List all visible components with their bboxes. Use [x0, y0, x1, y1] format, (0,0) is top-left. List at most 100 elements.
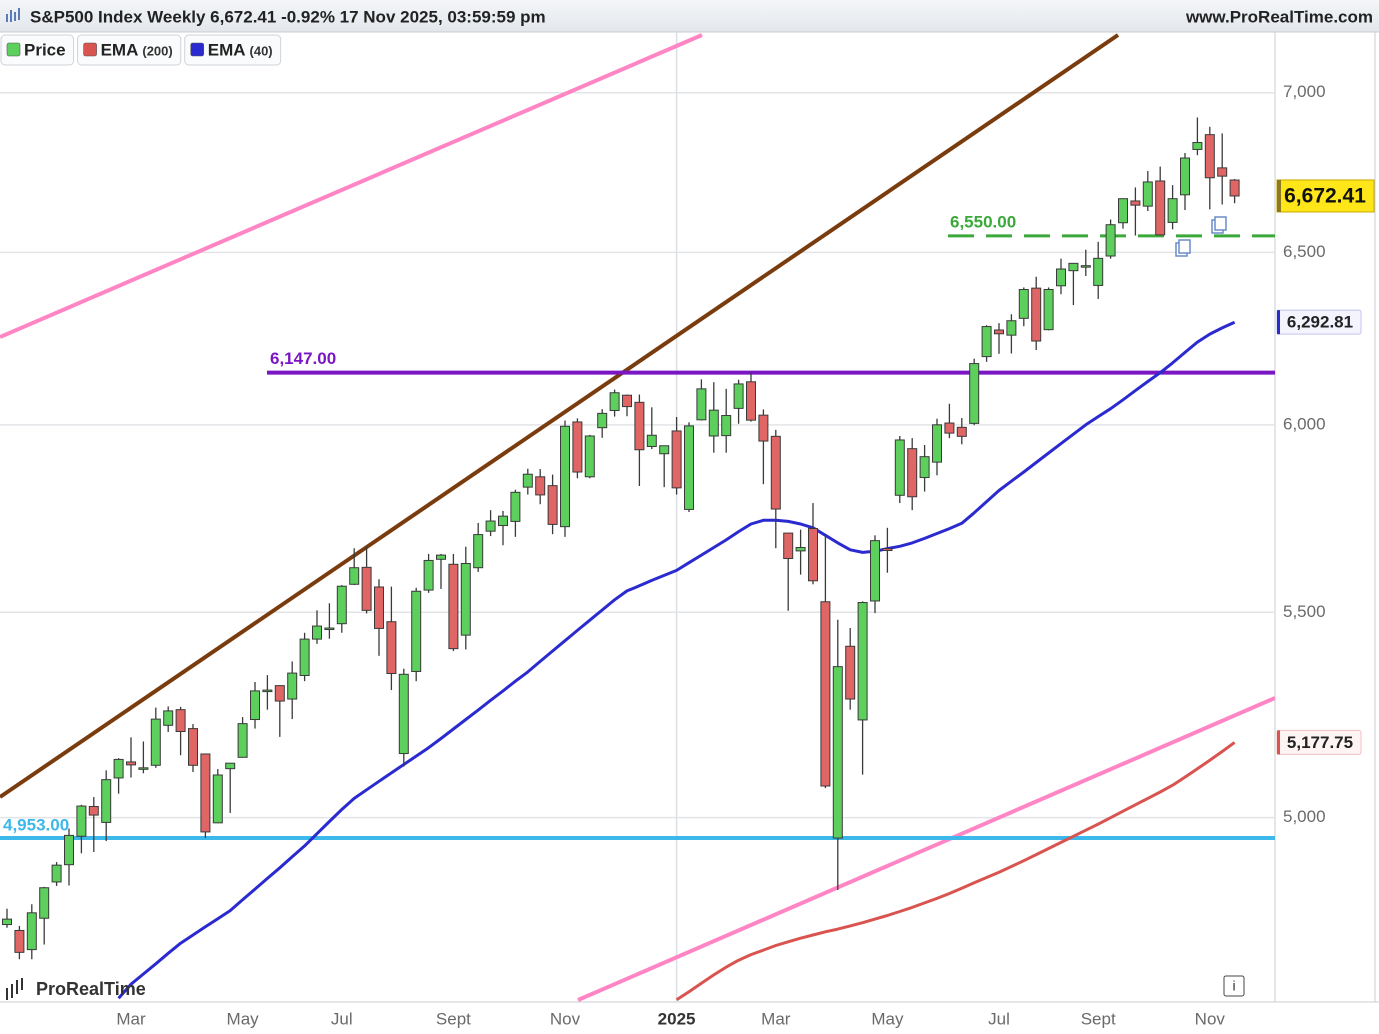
y-tick-label: 6,000	[1283, 414, 1326, 433]
candle-body	[349, 567, 360, 585]
ema-line	[675, 741, 1236, 1001]
x-tick-label: Mar	[761, 1009, 791, 1028]
candle-body	[609, 392, 620, 412]
candle-body	[163, 710, 174, 726]
candle-body	[423, 559, 434, 591]
price-tag: 5,177.75	[1276, 729, 1362, 755]
candle-body	[51, 864, 62, 883]
price-tag: 6,292.81	[1276, 309, 1362, 335]
candle-body	[498, 515, 508, 527]
header-bar	[0, 0, 1379, 32]
chart-title: S&P500 Index Weekly 6,672.41 -0.92% 17 N…	[30, 7, 546, 26]
candle-body	[2, 918, 12, 926]
candle-body	[361, 566, 372, 611]
x-tick-label: Sept	[1081, 1009, 1116, 1028]
y-tick-label: 7,000	[1283, 82, 1326, 101]
trendline	[577, 696, 1275, 1002]
candle-body	[460, 563, 471, 636]
ema-line	[117, 320, 1236, 1000]
candle-body	[894, 439, 905, 496]
legend-label: EMA	[208, 40, 246, 59]
candle-body	[696, 388, 707, 421]
svg-text:i: i	[1232, 978, 1235, 994]
candle-body	[324, 627, 335, 631]
candle-body	[510, 491, 521, 522]
candle-body	[1018, 288, 1029, 319]
candle-body	[126, 761, 136, 766]
candle-body	[1180, 157, 1190, 196]
candle-body	[522, 473, 533, 488]
header-icon	[6, 8, 20, 22]
trendline	[0, 33, 703, 339]
x-tick-label: Nov	[1195, 1009, 1226, 1028]
candle-body	[857, 602, 868, 721]
candle-body	[1105, 224, 1116, 257]
candle-body	[274, 685, 285, 702]
candle-body	[758, 414, 769, 442]
logo-icon	[6, 978, 23, 1000]
x-tick-label: 2025	[658, 1009, 696, 1028]
candle-body	[795, 546, 806, 552]
candle-body	[659, 445, 670, 455]
candle-body	[535, 476, 546, 496]
x-tick-label: May	[227, 1009, 260, 1028]
x-tick-label: Mar	[116, 1009, 146, 1028]
legend-item[interactable]: Price	[0, 34, 75, 66]
candle-body	[262, 689, 273, 693]
candle-body	[708, 409, 719, 437]
level-label: 4,953.00	[3, 815, 69, 834]
candle-body	[188, 728, 198, 766]
legend-box	[184, 34, 282, 66]
level-label: 6,550.00	[950, 212, 1016, 231]
candle-body	[225, 762, 236, 770]
candle-body	[1043, 288, 1054, 331]
candle-body	[671, 430, 682, 489]
candle-body	[547, 485, 558, 525]
candle-body	[374, 586, 384, 629]
candle-body	[113, 758, 124, 779]
candle-body	[138, 767, 149, 770]
legend-item[interactable]: EMA (40)	[184, 34, 282, 66]
candle-body	[733, 383, 744, 409]
candle-body	[584, 435, 595, 478]
candle-body	[820, 601, 831, 787]
legend-item[interactable]: EMA (200)	[77, 34, 182, 66]
price-tag: 6,672.41	[1276, 179, 1375, 213]
price-tag-edge	[1277, 179, 1281, 212]
legend-swatch	[6, 42, 21, 57]
candle-body	[684, 425, 694, 510]
candle-body	[411, 590, 422, 672]
candle-body	[473, 534, 484, 569]
candle-body	[832, 666, 843, 839]
candle-body	[237, 723, 248, 758]
candle-body	[485, 520, 496, 532]
x-tick-label: Jul	[331, 1009, 353, 1028]
candle-body	[721, 415, 732, 437]
price-tag-box	[1276, 179, 1375, 213]
candle-body	[981, 326, 992, 358]
candle-body	[1204, 134, 1215, 179]
candle-body	[175, 709, 186, 732]
candle-body	[1031, 287, 1042, 342]
legend-swatch	[83, 42, 97, 57]
candle-body	[39, 887, 50, 919]
level-label: 6,147.00	[270, 349, 336, 368]
candle-body	[448, 563, 459, 650]
candle-body	[622, 394, 632, 408]
y-tick-label: 6,500	[1283, 242, 1326, 261]
legend-swatch	[190, 42, 205, 57]
candle-body	[1056, 268, 1066, 287]
candle-body	[212, 774, 223, 824]
info-icon[interactable]: i	[1223, 975, 1245, 997]
candle-body	[1155, 180, 1166, 236]
candle-body	[746, 381, 756, 421]
candle-body	[336, 585, 347, 625]
candle-body	[944, 422, 955, 434]
candle-body	[646, 434, 657, 447]
candle-body	[88, 805, 99, 816]
candle-body	[1142, 181, 1153, 207]
candle-body	[312, 625, 322, 640]
candle-body	[870, 540, 880, 602]
note-icons	[1175, 216, 1227, 257]
